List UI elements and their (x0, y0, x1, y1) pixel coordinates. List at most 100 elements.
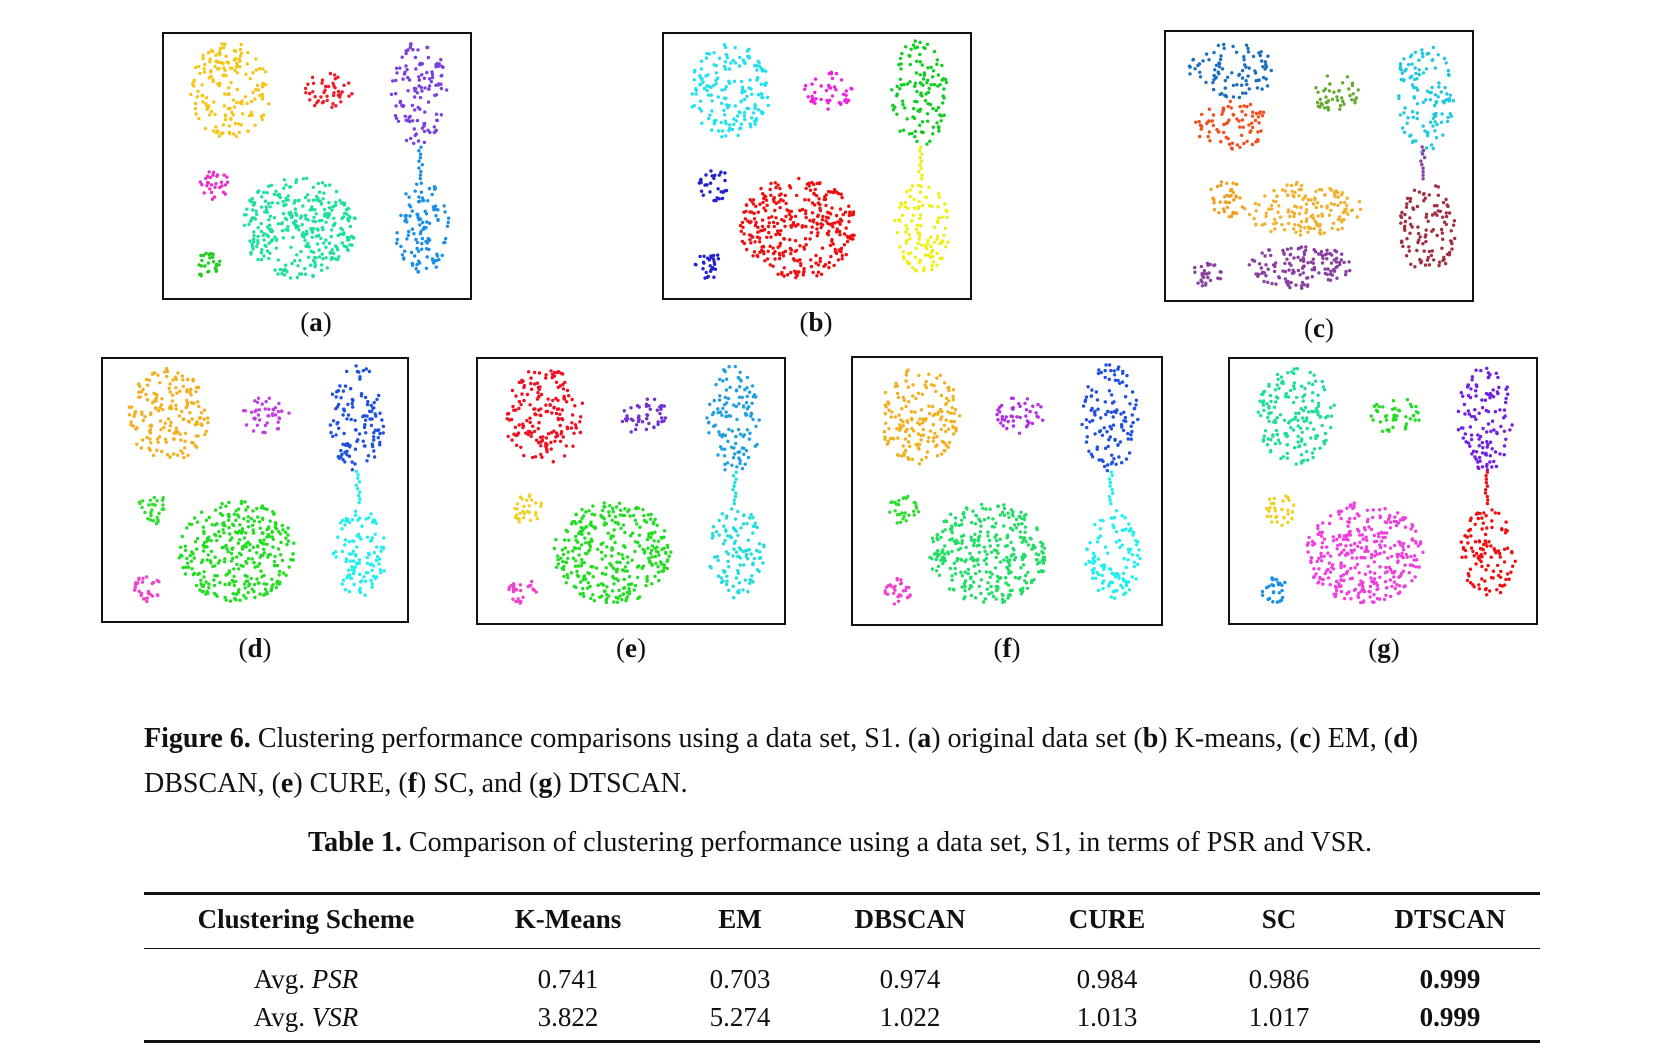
cluster-4 (1397, 45, 1456, 154)
cluster-6 (507, 579, 538, 605)
cluster-6 (133, 575, 161, 604)
cluster-5 (552, 501, 673, 605)
cluster-1 (127, 366, 210, 460)
cluster-4 (697, 169, 729, 203)
plot-frame (101, 357, 409, 623)
plot-frame (476, 357, 786, 625)
cluster-7 (893, 183, 950, 273)
table-mid-rule (144, 948, 1540, 949)
scatter-plot-a (162, 32, 472, 300)
cluster-7 (331, 509, 386, 597)
scatter-plot-e (476, 357, 786, 625)
header-cure: CURE (1068, 904, 1146, 934)
cluster-7 (1459, 508, 1517, 597)
panel-label-g: (g) (1368, 633, 1400, 663)
cluster-1 (189, 42, 271, 139)
cluster-5 (177, 499, 296, 603)
cluster-1 (882, 368, 962, 466)
scatter-plot-d (101, 357, 409, 623)
cluster-3 (328, 364, 386, 472)
panel-label-e: (e) (616, 633, 646, 663)
cluster-3 (389, 42, 449, 146)
panel-label-f: (f) (993, 633, 1021, 663)
plot-frame (851, 356, 1163, 626)
vsr-sc: 1.017 (1248, 1002, 1310, 1032)
cluster-6 (883, 576, 912, 606)
cluster-7 (708, 507, 766, 600)
table-caption: Table 1. Comparison of clustering perfor… (308, 827, 1372, 858)
cluster-1 (1187, 42, 1273, 100)
panel-d (101, 357, 409, 623)
scatter-plot-g (1228, 357, 1538, 625)
cluster-1 (505, 369, 585, 464)
panel-label-a: (a) (300, 307, 332, 337)
table-bottom-rule (144, 1040, 1540, 1043)
cluster-2 (242, 396, 291, 435)
cluster-7 (395, 181, 451, 274)
cluster-4 (137, 495, 166, 526)
psr-k-means: 0.741 (537, 964, 599, 994)
cluster-6 (197, 251, 222, 278)
plot-frame (662, 32, 972, 300)
cluster-2 (620, 397, 668, 434)
vsr-k-means: 3.822 (537, 1002, 599, 1032)
cluster-3 (705, 364, 761, 472)
cluster-8 (1399, 184, 1457, 269)
panel-label-c: (c) (1304, 313, 1334, 343)
cluster-5 (1209, 180, 1245, 219)
panel-f (851, 356, 1163, 626)
cluster-2 (303, 71, 354, 110)
plot-frame (162, 32, 472, 300)
vsr-cure: 1.013 (1076, 1002, 1138, 1032)
cluster-6 (1243, 180, 1363, 237)
cluster-3 (1314, 74, 1360, 112)
header-sc: SC (1261, 904, 1297, 934)
header-k-means: K-Means (514, 904, 622, 934)
cluster-3 (1080, 363, 1140, 473)
panel-c (1164, 30, 1474, 302)
scatter-plot-b (662, 32, 972, 300)
header-clustering-scheme: Clustering Scheme (197, 904, 415, 934)
cluster-6 (693, 253, 721, 280)
bridge-points (1483, 470, 1490, 506)
bridge-points (731, 470, 738, 506)
bridge-points (417, 145, 424, 181)
header-em: EM (718, 904, 762, 934)
cluster-4 (513, 493, 543, 524)
cluster-3 (1456, 366, 1514, 472)
psr-sc: 0.986 (1248, 964, 1310, 994)
panel-e (476, 357, 786, 625)
panel-b (662, 32, 972, 300)
cluster-4 (1265, 494, 1296, 527)
scatter-plot-c (1164, 30, 1474, 302)
psr-dbscan: 0.974 (879, 964, 941, 994)
panel-label-d: (d) (238, 633, 272, 663)
vsr-em: 5.274 (709, 1002, 771, 1032)
header-dtscan: DTSCAN (1394, 904, 1506, 934)
bridge-points (1419, 145, 1427, 181)
scatter-plot-f (851, 356, 1163, 626)
row-psr-label: Avg. PSR (253, 964, 359, 994)
vsr-dbscan: 1.022 (879, 1002, 941, 1032)
psr-cure: 0.984 (1076, 964, 1138, 994)
plot-frame (1228, 357, 1538, 625)
panel-a (162, 32, 472, 300)
table-top-rule (144, 892, 1540, 895)
cluster-5 (242, 176, 357, 280)
cluster-2 (1194, 99, 1266, 151)
header-dbscan: DBSCAN (854, 904, 966, 934)
psr-em: 0.703 (709, 964, 771, 994)
cluster-5 (738, 176, 856, 280)
cluster-3 (890, 39, 949, 146)
cluster-7 (1084, 509, 1142, 600)
cluster-1 (1256, 367, 1336, 466)
cluster-5 (928, 502, 1047, 605)
cluster-4 (888, 494, 921, 525)
figure-caption: Figure 6. Clustering performance compari… (144, 723, 1419, 799)
cluster-4 (198, 170, 230, 201)
cluster-1 (690, 43, 770, 139)
cluster-2 (1369, 397, 1421, 433)
bridge-points (1107, 470, 1115, 506)
row-vsr-label: Avg. VSR (253, 1002, 359, 1032)
plot-frame (1164, 30, 1474, 302)
